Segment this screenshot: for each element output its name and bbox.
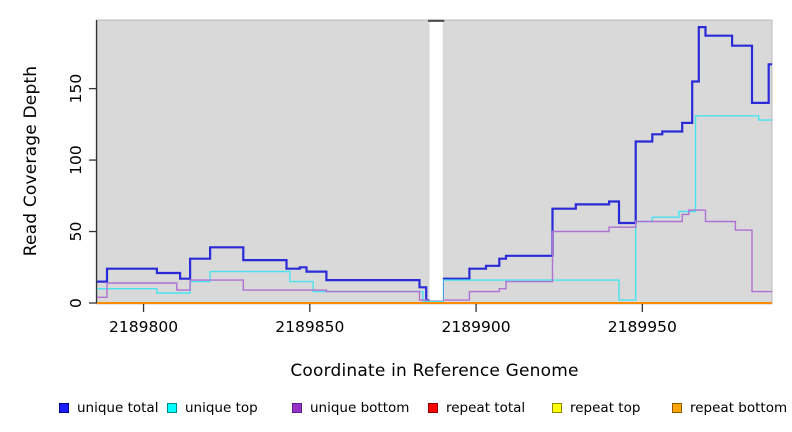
legend-item-repeat-bottom: repeat bottom bbox=[672, 399, 787, 417]
repeat-top-swatch-icon bbox=[552, 403, 562, 413]
y-tick-label: 100 bbox=[67, 145, 85, 175]
x-axis-title: Coordinate in Reference Genome bbox=[290, 361, 579, 381]
repeat-total-swatch-icon bbox=[428, 403, 438, 413]
alignment-gap-region bbox=[429, 20, 443, 301]
y-tick-label: 150 bbox=[67, 74, 85, 104]
legend-item-unique-top: unique top bbox=[167, 399, 258, 417]
x-tick-label: 2189950 bbox=[608, 318, 677, 336]
legend: unique total unique top unique bottom re… bbox=[0, 399, 792, 419]
legend-label: repeat top bbox=[570, 400, 641, 416]
legend-label: repeat total bbox=[446, 400, 526, 416]
unique-top-swatch-icon bbox=[167, 403, 177, 413]
y-tick-label: 0 bbox=[67, 298, 85, 308]
series-unique-total bbox=[97, 26, 772, 302]
unique-total-swatch-icon bbox=[59, 403, 69, 413]
legend-label: repeat bottom bbox=[690, 400, 788, 416]
unique-bottom-swatch-icon bbox=[292, 403, 302, 413]
y-tick-label: 50 bbox=[67, 222, 85, 242]
legend-item-unique-bottom: unique bottom bbox=[292, 399, 409, 417]
legend-label: unique top bbox=[185, 400, 258, 416]
y-axis-title: Read Coverage Depth bbox=[21, 65, 41, 257]
legend-item-unique-total: unique total bbox=[59, 399, 158, 417]
series-unique-bottom bbox=[97, 209, 772, 301]
x-tick-label: 2189800 bbox=[109, 318, 178, 336]
legend-label: unique bottom bbox=[310, 400, 410, 416]
x-tick-label: 2189850 bbox=[275, 318, 344, 336]
x-tick-label: 2189900 bbox=[442, 318, 511, 336]
legend-label: unique total bbox=[77, 400, 159, 416]
legend-item-repeat-top: repeat top bbox=[552, 399, 640, 417]
legend-item-repeat-total: repeat total bbox=[428, 399, 525, 417]
repeat-bottom-swatch-icon bbox=[672, 403, 682, 413]
